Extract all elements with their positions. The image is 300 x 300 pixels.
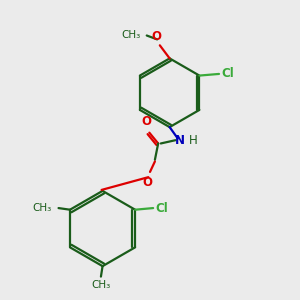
Text: O: O [152,30,161,43]
Text: O: O [142,176,152,189]
Text: CH₃: CH₃ [32,203,51,213]
Text: Cl: Cl [155,202,168,214]
Text: H: H [189,134,197,147]
Text: CH₃: CH₃ [91,280,111,290]
Text: N: N [174,134,184,147]
Text: CH₃: CH₃ [121,31,140,40]
Text: Cl: Cl [221,68,234,80]
Text: O: O [141,116,151,128]
